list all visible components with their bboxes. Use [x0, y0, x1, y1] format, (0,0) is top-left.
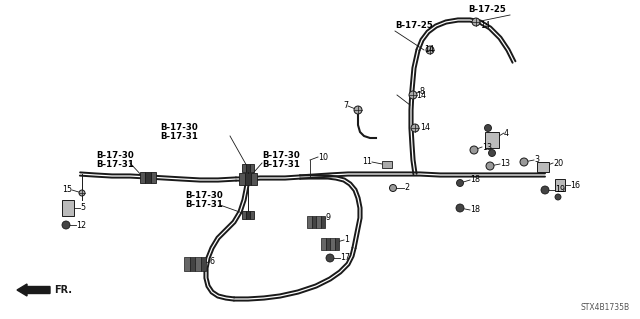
Circle shape: [390, 184, 397, 191]
Text: 18: 18: [470, 175, 480, 184]
Bar: [485, 132, 499, 148]
Text: B-17-30: B-17-30: [185, 191, 223, 200]
Circle shape: [520, 158, 528, 166]
Text: 6: 6: [210, 257, 215, 266]
Bar: [316, 216, 321, 228]
Circle shape: [488, 150, 495, 157]
Text: 2: 2: [404, 183, 409, 192]
Text: 4: 4: [504, 129, 509, 137]
Circle shape: [354, 106, 362, 114]
Circle shape: [484, 124, 492, 131]
Bar: [242, 164, 246, 172]
Circle shape: [486, 162, 494, 170]
Circle shape: [456, 180, 463, 187]
Circle shape: [470, 146, 478, 154]
Text: 20: 20: [553, 159, 563, 167]
Bar: [321, 216, 325, 228]
Text: B-17-31: B-17-31: [262, 160, 300, 169]
Circle shape: [411, 124, 419, 132]
FancyArrow shape: [17, 284, 50, 296]
Bar: [250, 211, 254, 219]
Text: 3: 3: [534, 155, 539, 165]
Text: 14: 14: [420, 123, 430, 132]
Text: 12: 12: [76, 220, 86, 229]
Text: 5: 5: [80, 204, 85, 212]
Text: B-17-30: B-17-30: [160, 123, 198, 132]
Circle shape: [426, 46, 434, 54]
Text: 8: 8: [420, 87, 425, 97]
Text: B-17-25: B-17-25: [468, 5, 506, 14]
Text: 17: 17: [340, 254, 350, 263]
Bar: [330, 238, 335, 250]
Text: B-17-30: B-17-30: [96, 151, 134, 160]
Bar: [326, 238, 330, 250]
Text: 15: 15: [62, 186, 72, 195]
Bar: [140, 172, 145, 182]
Bar: [246, 211, 250, 219]
Circle shape: [326, 254, 334, 262]
Bar: [250, 164, 254, 172]
Text: B-17-25: B-17-25: [395, 21, 433, 30]
Text: B-17-31: B-17-31: [96, 160, 134, 169]
Bar: [242, 211, 246, 219]
Bar: [195, 257, 200, 271]
Bar: [537, 162, 549, 172]
Circle shape: [541, 186, 549, 194]
Bar: [239, 173, 245, 185]
Text: 14: 14: [424, 45, 434, 54]
Bar: [321, 238, 326, 250]
Text: FR.: FR.: [54, 285, 72, 295]
Circle shape: [62, 221, 70, 229]
Bar: [245, 173, 251, 185]
Bar: [382, 161, 392, 168]
Bar: [62, 200, 74, 216]
Text: B-17-31: B-17-31: [185, 200, 223, 209]
Text: 14: 14: [480, 21, 490, 30]
Text: 11: 11: [362, 158, 372, 167]
Circle shape: [409, 91, 417, 99]
Text: B-17-31: B-17-31: [160, 132, 198, 141]
Text: B-17-30: B-17-30: [262, 151, 300, 160]
Text: 19: 19: [555, 186, 565, 195]
Circle shape: [472, 18, 480, 26]
Text: 7: 7: [343, 101, 348, 110]
Circle shape: [79, 190, 85, 196]
Bar: [335, 238, 339, 250]
Text: 13: 13: [482, 143, 492, 152]
Text: 9: 9: [326, 213, 331, 222]
Bar: [555, 179, 565, 191]
Bar: [184, 257, 189, 271]
Circle shape: [555, 194, 561, 200]
Bar: [312, 216, 316, 228]
Bar: [246, 164, 250, 172]
Text: 18: 18: [470, 205, 480, 214]
Circle shape: [456, 204, 464, 212]
Text: 14: 14: [416, 91, 426, 100]
Text: 16: 16: [570, 181, 580, 189]
Text: 10: 10: [318, 152, 328, 161]
Bar: [251, 173, 257, 185]
Text: 13: 13: [500, 160, 510, 168]
Text: STX4B1735B: STX4B1735B: [581, 303, 630, 312]
Bar: [307, 216, 312, 228]
Bar: [145, 172, 150, 182]
Text: 1: 1: [344, 235, 349, 244]
Bar: [200, 257, 206, 271]
Bar: [150, 172, 156, 182]
Bar: [189, 257, 195, 271]
